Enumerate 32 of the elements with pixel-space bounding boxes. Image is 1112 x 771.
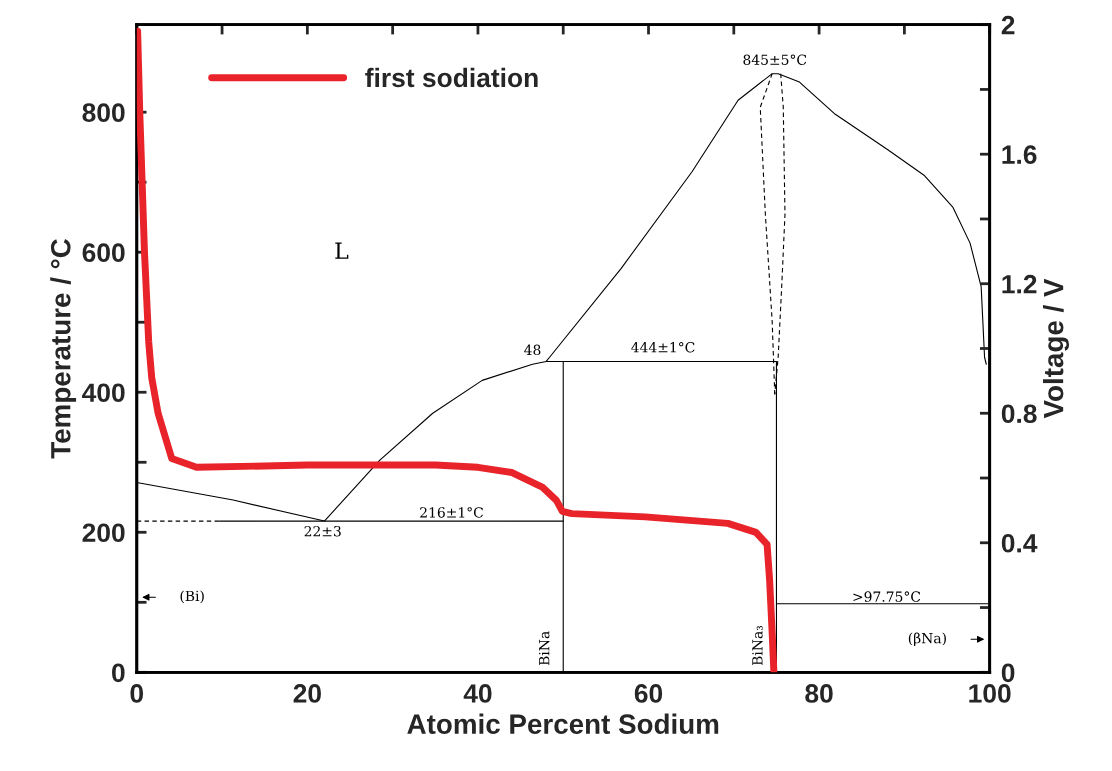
x-tick-label: 60 — [634, 684, 663, 703]
x-tick-label: 0 — [130, 684, 144, 703]
annotation: 48 — [524, 344, 541, 356]
y-tick-label: 800 — [82, 103, 125, 123]
x-tick-label: 100 — [969, 684, 1011, 703]
annotation: (Bi) — [180, 590, 204, 604]
annotation: L — [335, 242, 349, 259]
annotation: 216±1°C — [420, 507, 483, 518]
annotation: 845±5°C — [743, 54, 807, 65]
annotation: >97.75°C — [853, 591, 921, 602]
x-tick-label: 20 — [293, 684, 321, 703]
y-tick-label: 600 — [82, 243, 125, 263]
y2-tick-label: 2 — [1001, 15, 1015, 35]
x-axis-title: Atomic Percent Sodium — [407, 713, 719, 734]
y2-tick-label: 0.8 — [1001, 404, 1037, 424]
y2-tick-label: 0.4 — [1001, 533, 1038, 553]
x-tick-label: 80 — [805, 684, 833, 703]
x-tick-label: 40 — [463, 684, 492, 703]
y2-tick-label: 0 — [1001, 663, 1015, 683]
y2-tick-label: 1.6 — [1002, 145, 1037, 165]
y-tick-label: 200 — [82, 523, 125, 543]
annotation: BiNa — [539, 631, 550, 666]
annotation: (βNa) — [908, 632, 946, 647]
annotation: 444±1°C — [631, 342, 695, 353]
annotation: 22±3 — [304, 525, 341, 537]
y-tick-label: 0 — [112, 663, 125, 683]
y2-tick-label: 1.2 — [1002, 274, 1037, 294]
annotation: BiNa₃ — [752, 625, 763, 666]
legend-label: first sodiation — [365, 67, 538, 88]
y2-axis-title: Voltage / V — [1043, 278, 1070, 419]
y-tick-label: 400 — [82, 383, 125, 403]
y-axis-title: Temperature / °C — [50, 238, 77, 459]
